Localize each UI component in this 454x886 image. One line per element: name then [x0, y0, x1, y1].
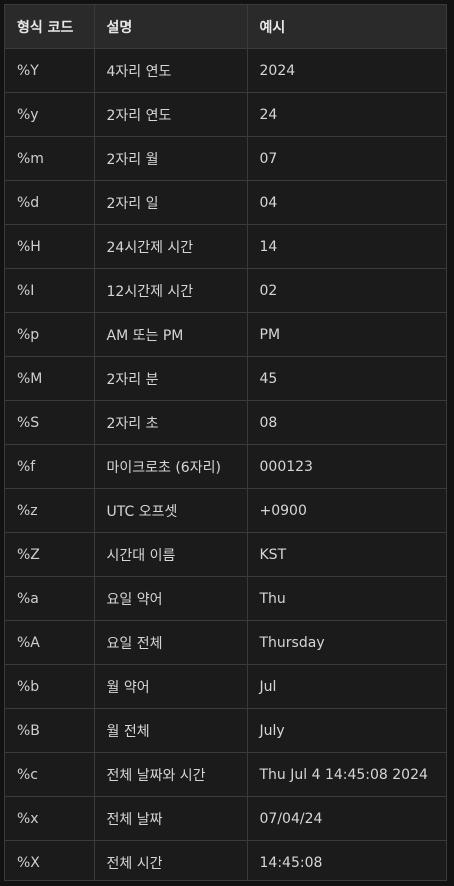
description-cell: 4자리 연도 [93, 48, 248, 93]
example-cell: Thu [246, 576, 446, 621]
table-row: %d 2자리 일 04 [5, 180, 446, 225]
header-format-code: 형식 코드 [5, 5, 95, 49]
example-cell: 02 [246, 268, 446, 313]
format-code-cell: %b [5, 664, 95, 709]
format-code-cell: %z [5, 488, 95, 533]
example-cell: Thursday [246, 620, 446, 665]
example-cell: 14:45:08 [246, 840, 446, 880]
description-cell: 전체 시간 [93, 840, 248, 880]
example-cell: 07/04/24 [246, 796, 446, 841]
table-row: %m 2자리 월 07 [5, 136, 446, 181]
example-cell: Jul [246, 664, 446, 709]
format-code-cell: %x [5, 796, 95, 841]
example-cell: July [246, 708, 446, 753]
format-code-cell: %y [5, 92, 95, 137]
description-cell: 2자리 월 [93, 136, 248, 181]
table-row: %Z 시간대 이름 KST [5, 532, 446, 577]
example-cell: 08 [246, 400, 446, 445]
format-code-cell: %Z [5, 532, 95, 577]
table-row: %M 2자리 분 45 [5, 356, 446, 401]
format-code-cell: %B [5, 708, 95, 753]
example-cell: 07 [246, 136, 446, 181]
description-cell: AM 또는 PM [93, 312, 248, 357]
description-cell: 2자리 일 [93, 180, 248, 225]
format-code-cell: %f [5, 444, 95, 489]
header-description: 설명 [93, 5, 248, 49]
table-row: %x 전체 날짜 07/04/24 [5, 796, 446, 841]
example-cell: KST [246, 532, 446, 577]
format-code-cell: %A [5, 620, 95, 665]
example-cell: PM [246, 312, 446, 357]
format-code-cell: %M [5, 356, 95, 401]
description-cell: 요일 약어 [93, 576, 248, 621]
table-row: %H 24시간제 시간 14 [5, 224, 446, 269]
format-code-cell: %m [5, 136, 95, 181]
header-example: 예시 [246, 5, 446, 49]
format-code-cell: %d [5, 180, 95, 225]
description-cell: 요일 전체 [93, 620, 248, 665]
table-header: 형식 코드 설명 예시 [5, 5, 446, 49]
example-cell: 04 [246, 180, 446, 225]
example-cell: 2024 [246, 48, 446, 93]
example-cell: +0900 [246, 488, 446, 533]
table-row: %p AM 또는 PM PM [5, 312, 446, 357]
table-row: %X 전체 시간 14:45:08 [5, 840, 446, 880]
table-row: %c 전체 날짜와 시간 Thu Jul 4 14:45:08 2024 [5, 752, 446, 797]
description-cell: 2자리 연도 [93, 92, 248, 137]
table-row: %B 월 전체 July [5, 708, 446, 753]
example-cell: Thu Jul 4 14:45:08 2024 [246, 752, 446, 797]
format-code-cell: %I [5, 268, 95, 313]
table-row: %y 2자리 연도 24 [5, 92, 446, 137]
description-cell: 시간대 이름 [93, 532, 248, 577]
description-cell: 24시간제 시간 [93, 224, 248, 269]
format-code-table: 형식 코드 설명 예시 %Y 4자리 연도 2024 %y 2자리 연도 24 %m 2자… [5, 5, 446, 880]
table-row: %A 요일 전체 Thursday [5, 620, 446, 665]
format-code-cell: %a [5, 576, 95, 621]
format-code-cell: %H [5, 224, 95, 269]
description-cell: 2자리 분 [93, 356, 248, 401]
format-code-cell: %p [5, 312, 95, 357]
description-cell: 12시간제 시간 [93, 268, 248, 313]
table-row: %b 월 약어 Jul [5, 664, 446, 709]
format-code-table-container: 형식 코드 설명 예시 %Y 4자리 연도 2024 %y 2자리 연도 24 %m 2자… [4, 4, 447, 881]
description-cell: 2자리 초 [93, 400, 248, 445]
example-cell: 14 [246, 224, 446, 269]
table-row: %f 마이크로초 (6자리) 000123 [5, 444, 446, 489]
format-code-cell: %c [5, 752, 95, 797]
description-cell: 마이크로초 (6자리) [93, 444, 248, 489]
example-cell: 24 [246, 92, 446, 137]
example-cell: 000123 [246, 444, 446, 489]
description-cell: 월 전체 [93, 708, 248, 753]
description-cell: 월 약어 [93, 664, 248, 709]
description-cell: 전체 날짜 [93, 796, 248, 841]
example-cell: 45 [246, 356, 446, 401]
table-row: %Y 4자리 연도 2024 [5, 48, 446, 93]
format-code-cell: %S [5, 400, 95, 445]
format-code-cell: %X [5, 840, 95, 880]
table-row: %a 요일 약어 Thu [5, 576, 446, 621]
table-row: %S 2자리 초 08 [5, 400, 446, 445]
table-body: %Y 4자리 연도 2024 %y 2자리 연도 24 %m 2자리 월 07 %d 2자리 … [5, 48, 446, 880]
table-row: %I 12시간제 시간 02 [5, 268, 446, 313]
description-cell: UTC 오프셋 [93, 488, 248, 533]
header-row: 형식 코드 설명 예시 [5, 5, 446, 49]
description-cell: 전체 날짜와 시간 [93, 752, 248, 797]
table-row: %z UTC 오프셋 +0900 [5, 488, 446, 533]
format-code-cell: %Y [5, 48, 95, 93]
